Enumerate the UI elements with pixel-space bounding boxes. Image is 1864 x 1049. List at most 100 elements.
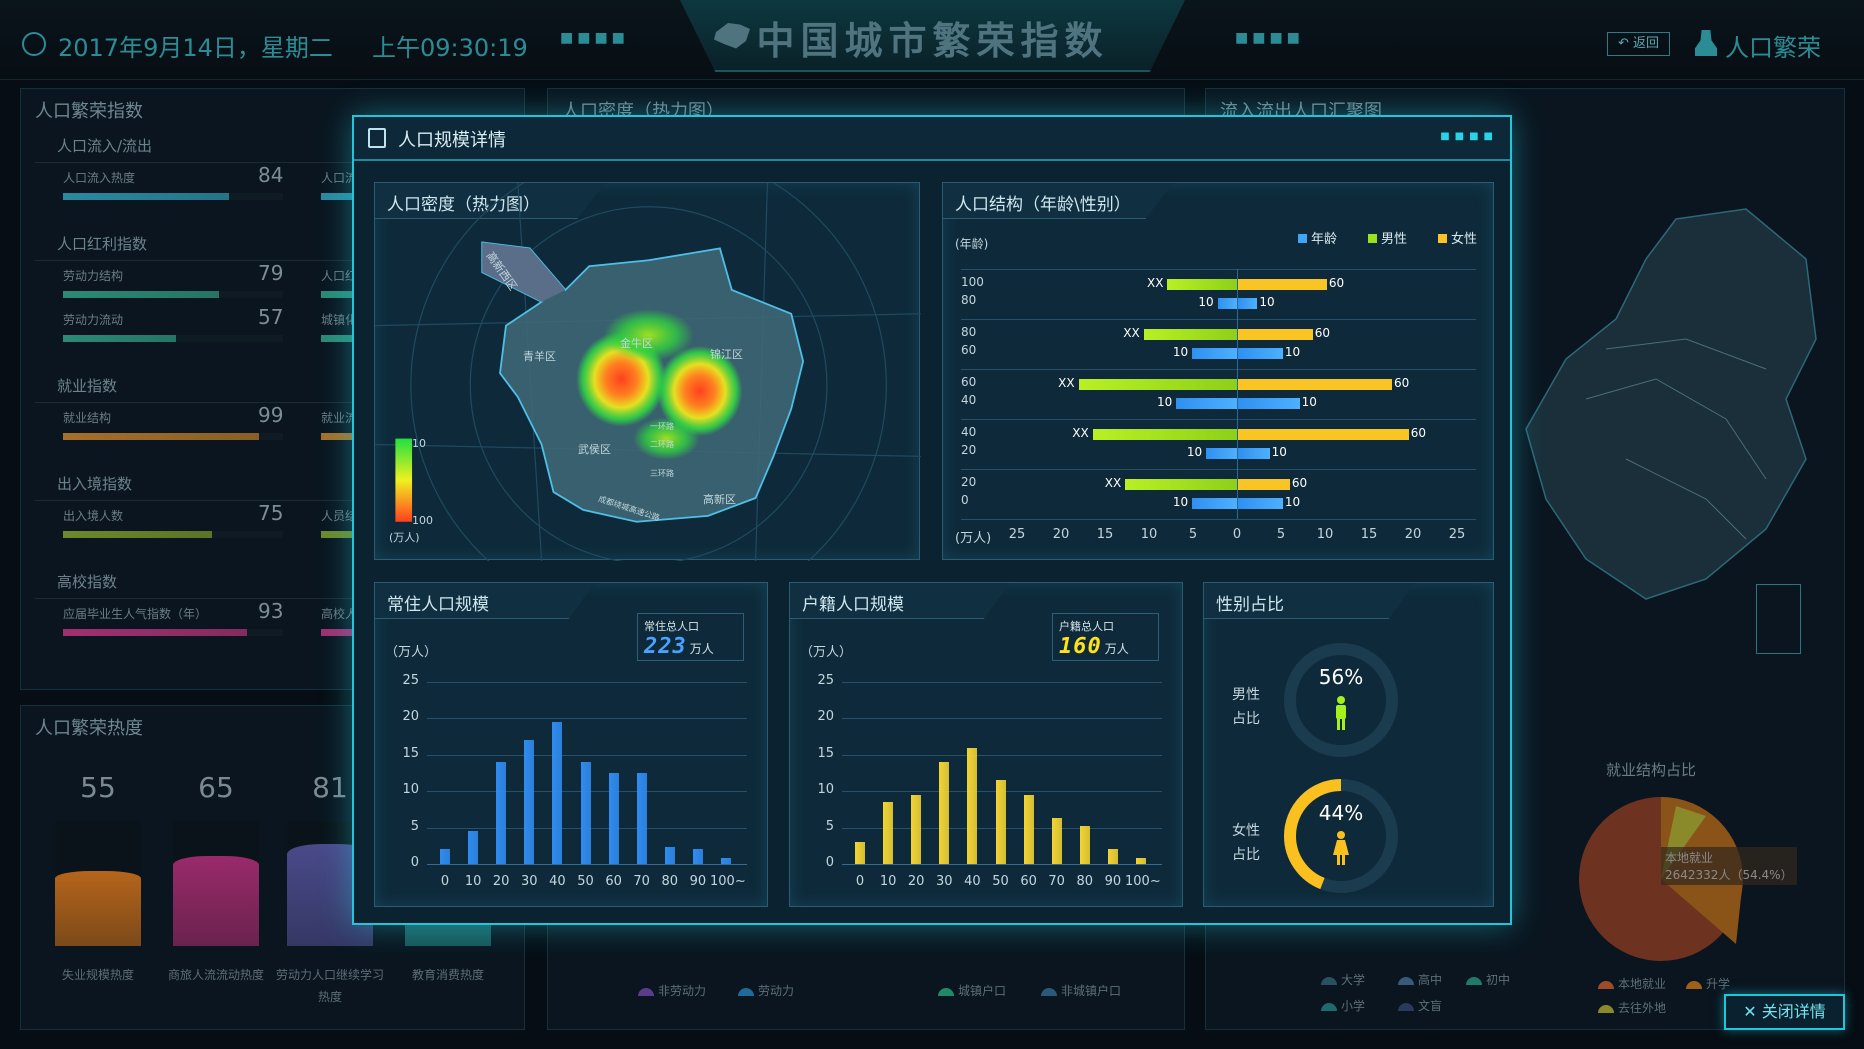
index-bar-secondary bbox=[321, 335, 381, 342]
bar bbox=[995, 780, 1006, 864]
decor-dots-right: ■■■■ bbox=[1235, 30, 1304, 46]
male-bar bbox=[1125, 479, 1237, 490]
male-label: 男性占比 bbox=[1232, 687, 1260, 727]
x-tick: 20 bbox=[907, 874, 925, 889]
female-bar-label: 60 bbox=[1291, 476, 1308, 490]
close-detail-button[interactable]: ✕ 关闭详情 bbox=[1724, 994, 1845, 1030]
age-bar-left bbox=[1206, 448, 1237, 459]
heat-value: 65 bbox=[198, 771, 234, 804]
total-unit: 万人 bbox=[689, 642, 714, 656]
back-label: 返回 bbox=[1633, 36, 1660, 51]
x-tick: 15 bbox=[1096, 527, 1114, 542]
age-bar-right bbox=[1238, 498, 1283, 509]
gridline bbox=[961, 469, 1476, 470]
x-tick: 60 bbox=[605, 874, 622, 889]
index-value: 99 bbox=[258, 403, 284, 427]
bar bbox=[692, 849, 703, 864]
age-bar-left-label: 10 bbox=[1198, 295, 1214, 309]
female-bar bbox=[1238, 279, 1327, 290]
x-tick: 90 bbox=[689, 874, 707, 889]
legend-label: 年龄 bbox=[1311, 232, 1338, 247]
x-tick: 5 bbox=[1188, 527, 1198, 542]
legend-item: 城镇户口 bbox=[938, 982, 1006, 999]
bar bbox=[552, 722, 563, 864]
age-range-top: 60 bbox=[961, 375, 977, 389]
age-bar-left bbox=[1176, 398, 1237, 409]
x-tick: 0 bbox=[855, 874, 865, 889]
app-title: 中国城市繁荣指数 bbox=[756, 19, 1109, 63]
male-percent: 56% bbox=[1318, 665, 1364, 689]
legend-item: 非劳动力 bbox=[638, 982, 706, 999]
district-label: 锦江区 bbox=[710, 348, 743, 361]
gender-ratio-panel: 性别占比 男性占比 女性占比 56% 44% bbox=[1203, 582, 1494, 907]
male-bar-label: XX bbox=[1104, 476, 1122, 490]
back-arrow-icon: ↶ bbox=[1617, 36, 1633, 51]
bar bbox=[1107, 849, 1118, 864]
x-tick: 20 bbox=[1404, 527, 1422, 542]
y-tick: 20 bbox=[402, 709, 419, 725]
age-bar-left-label: 10 bbox=[1172, 495, 1189, 509]
index-value: 75 bbox=[258, 501, 284, 525]
total-value: 223 bbox=[644, 634, 687, 659]
age-bar-right-label: 10 bbox=[1259, 295, 1275, 309]
pie-tooltip: 本地就业 2642332人（54.4%） bbox=[1661, 847, 1797, 885]
population-structure-panel: 人口结构（年龄\性别） (年龄) 年龄 男性 女性 100 80 XX 60 10 10 80 6… bbox=[942, 182, 1494, 560]
legend-item: 男性 bbox=[1368, 228, 1407, 247]
index-item: 劳动力流动 57 城镇化率 bbox=[43, 305, 524, 349]
total-unit: 万人 bbox=[1104, 642, 1129, 656]
x-tick: 100~ bbox=[1125, 874, 1161, 889]
index-bar-secondary bbox=[321, 531, 381, 538]
heat-scale-bar bbox=[395, 438, 413, 522]
heat-gauge-fill bbox=[173, 856, 259, 946]
female-bar-label: 60 bbox=[1410, 426, 1426, 440]
index-label: 人口流入热度 bbox=[63, 171, 136, 185]
x-tick: 20 bbox=[1052, 527, 1070, 542]
bar bbox=[967, 747, 978, 864]
age-range-bottom: 0 bbox=[961, 493, 969, 507]
female-bar-label: 60 bbox=[1394, 376, 1410, 390]
legend-item: 本地就业 bbox=[1598, 975, 1666, 992]
panel-title: 性别占比 bbox=[1216, 595, 1284, 615]
index-label: 应届毕业生人气指数（年） bbox=[63, 607, 208, 621]
female-bar bbox=[1238, 429, 1409, 440]
bar bbox=[911, 794, 922, 864]
age-bar-right bbox=[1238, 398, 1300, 409]
female-bar-label: 60 bbox=[1314, 326, 1331, 340]
gridline bbox=[427, 754, 747, 756]
male-bar bbox=[1143, 329, 1237, 340]
female-bar bbox=[1238, 479, 1290, 490]
male-bar-label: XX bbox=[1123, 326, 1140, 340]
y-tick: 15 bbox=[402, 745, 419, 761]
section-title: 人口流入/流出 bbox=[35, 123, 510, 163]
male-bar-label: XX bbox=[1147, 276, 1164, 290]
bar bbox=[524, 740, 535, 864]
bar bbox=[580, 762, 591, 864]
y-tick: 10 bbox=[402, 782, 419, 798]
legend-label: 女性 bbox=[1451, 232, 1478, 247]
section-title: 高校指数 bbox=[35, 559, 510, 599]
gridline bbox=[842, 682, 1162, 683]
scale-unit: (万人) bbox=[389, 531, 420, 544]
x-tick: 0 bbox=[440, 874, 450, 889]
resident-total-box: 常住总人口 223 万人 bbox=[637, 613, 744, 661]
legend-item: 高中 bbox=[1398, 971, 1442, 988]
back-button[interactable]: ↶ 返回 bbox=[1607, 32, 1670, 56]
age-bar-right bbox=[1238, 448, 1270, 459]
y-tick: 10 bbox=[817, 782, 834, 798]
legend-item: 非城镇户口 bbox=[1041, 982, 1121, 999]
bar bbox=[496, 762, 507, 864]
bar bbox=[664, 847, 675, 864]
x-tick: 100~ bbox=[710, 874, 746, 889]
center-axis bbox=[1237, 269, 1238, 519]
bar bbox=[1023, 794, 1034, 864]
x-tick: 10 bbox=[1316, 527, 1334, 542]
male-bar bbox=[1167, 279, 1237, 290]
age-range-bottom: 80 bbox=[961, 293, 977, 307]
index-bar-secondary bbox=[321, 193, 381, 200]
index-item: 出入境人数 75 人员结构 bbox=[43, 501, 524, 545]
female-percent: 44% bbox=[1318, 801, 1364, 825]
x-unit: (万人) bbox=[955, 531, 992, 546]
age-bar-right-label: 10 bbox=[1271, 445, 1287, 459]
bar bbox=[721, 858, 731, 864]
index-label: 出入境人数 bbox=[63, 509, 124, 523]
